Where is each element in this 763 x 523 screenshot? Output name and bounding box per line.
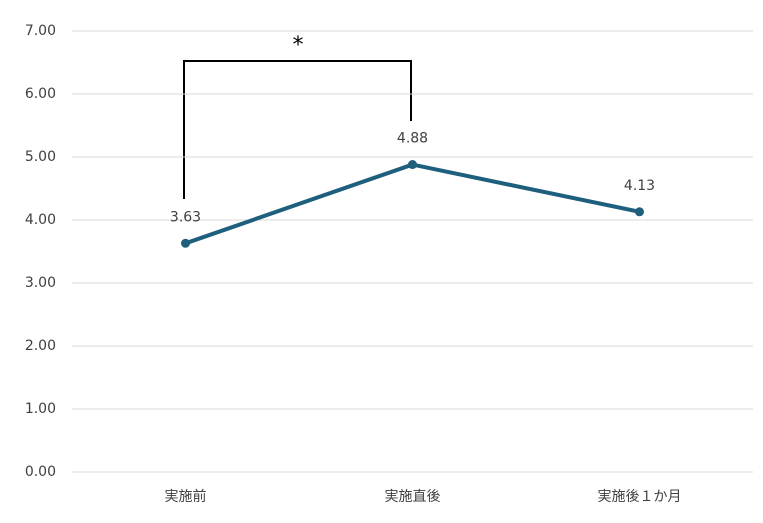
x-tick-label: 実施前 <box>165 488 207 505</box>
y-tick-label: 7.00 <box>25 23 56 39</box>
y-tick-label: 5.00 <box>25 149 56 165</box>
y-tick-label: 1.00 <box>25 401 56 417</box>
data-label: 4.88 <box>397 131 428 147</box>
y-tick-label: 3.00 <box>25 275 56 291</box>
marker <box>408 160 417 170</box>
y-tick-label: 6.00 <box>25 86 56 102</box>
significance-bracket <box>183 60 412 199</box>
x-tick-label: 実施直後 <box>385 488 441 505</box>
line <box>184 162 640 246</box>
data-label: 4.13 <box>624 178 655 194</box>
marker <box>181 238 190 248</box>
data-label: 3.63 <box>170 209 201 225</box>
significance-mark: * <box>293 33 304 58</box>
y-tick-label: 0.00 <box>25 464 56 480</box>
marker <box>635 207 644 217</box>
x-tick-label: 実施後１か月 <box>598 489 682 505</box>
y-tick-label: 4.00 <box>25 212 56 228</box>
y-tick-label: 2.00 <box>25 338 56 354</box>
